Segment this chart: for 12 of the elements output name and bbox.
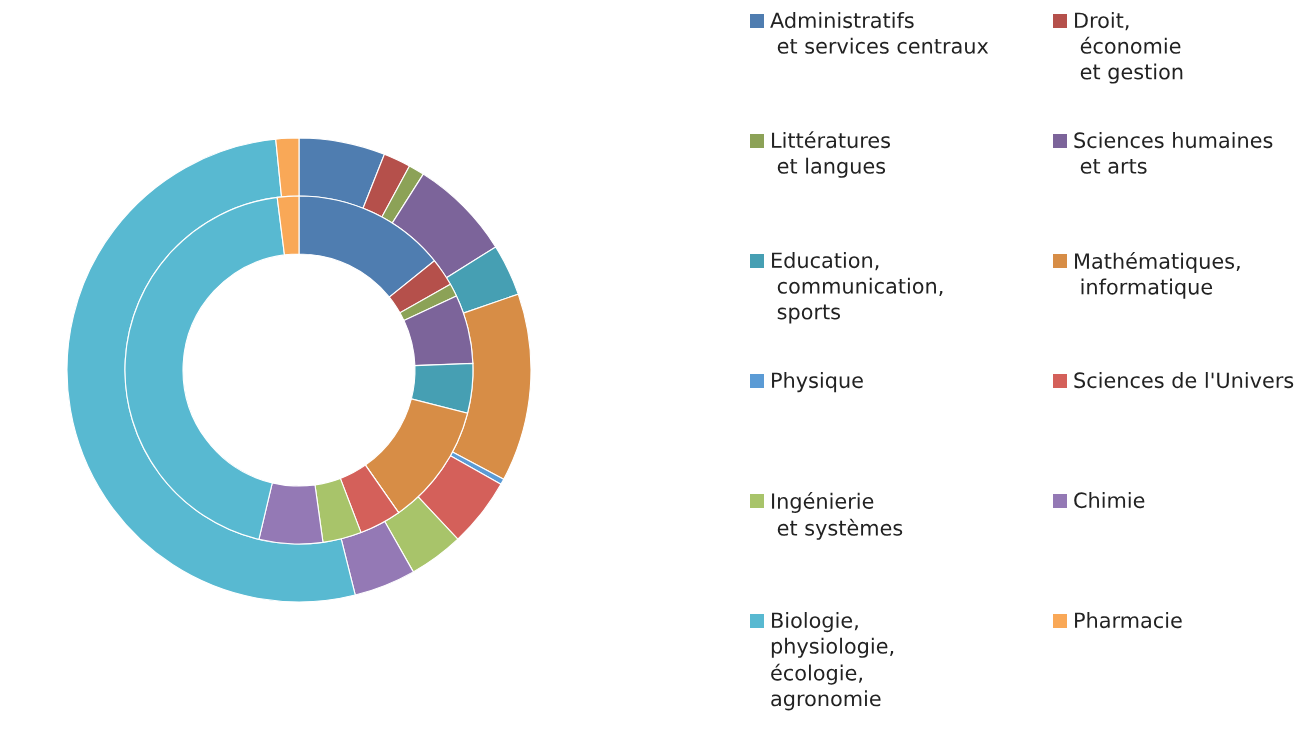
legend-label: Ingénierie et systèmes [772, 492, 903, 540]
legend-label: Sciences humaines et arts [1074, 132, 1273, 174]
legend-label: Education, communication, sports [772, 252, 943, 324]
legend-label: Pharmacie [1075, 612, 1182, 629]
legend-label: Chimie [1074, 492, 1145, 509]
legend-label: Physique [772, 372, 863, 393]
legend-label: Littératures et langues [772, 131, 890, 178]
legend-label: Droit, économie et gestion [1075, 12, 1183, 84]
legend-label: Mathématiques, informatique [1075, 252, 1240, 299]
legend-label: Biologie, physiologie, écologie, agronomie [771, 612, 894, 711]
legend-label: Sciences de l'Univers [1074, 372, 1294, 389]
legend-label: Administratifs et services centraux [770, 12, 989, 54]
